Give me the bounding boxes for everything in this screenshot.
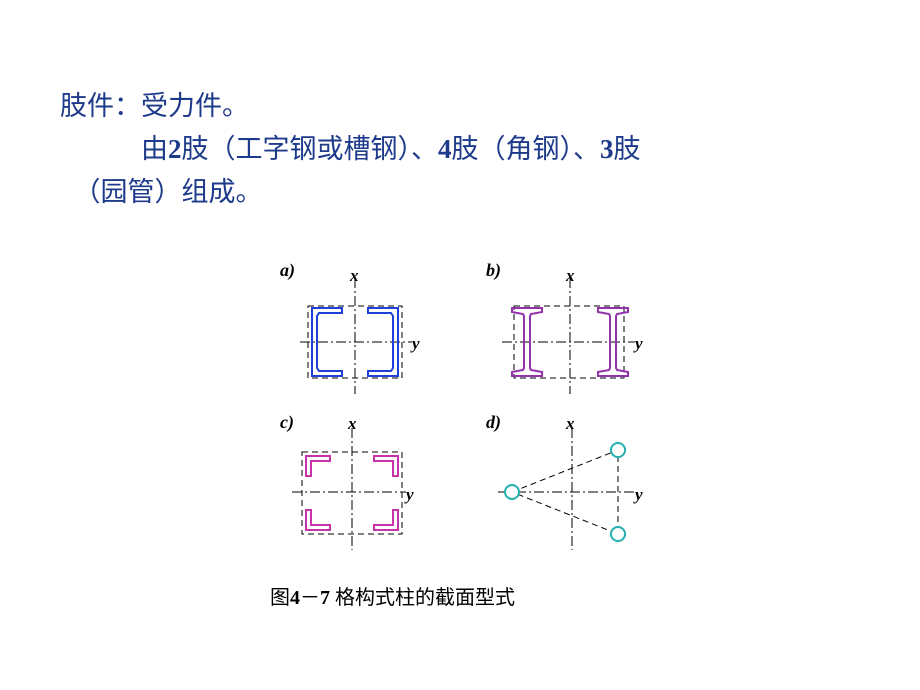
text-line-3: （园管）组成。	[60, 171, 860, 214]
axis-x-c: x	[348, 414, 357, 434]
body-text: 肢件：受力件。 由2肢（工字钢或槽钢）、4肢（角钢）、3肢 （园管）组成。	[60, 85, 860, 215]
label-a: a)	[280, 260, 295, 281]
diagram-b	[480, 260, 650, 405]
axis-y-d: y	[635, 485, 643, 505]
subfigure-c: c) x y	[270, 410, 440, 560]
figure-caption: 图4－7 格构式柱的截面型式	[270, 585, 550, 611]
figure-row-2: c) x y d) x y	[270, 410, 650, 560]
subfigure-a: a) x y	[270, 260, 440, 405]
label-c: c)	[280, 412, 294, 433]
axis-x-d: x	[566, 414, 575, 434]
axis-y-a: y	[412, 334, 420, 354]
cap-t: 格构式柱的截面型式	[330, 587, 515, 609]
cap-n2: 7	[320, 587, 330, 609]
text-line-2: 由2肢（工字钢或槽钢）、4肢（角钢）、3肢	[60, 128, 860, 171]
axis-x-b: x	[566, 266, 575, 286]
subfigure-d: d) x y	[480, 410, 650, 560]
figure-grid: a) x y b) x y	[270, 260, 650, 565]
label-d: d)	[486, 412, 501, 433]
subfigure-b: b) x y	[480, 260, 650, 405]
t2n2: 4	[438, 134, 452, 164]
figure-row-1: a) x y b) x y	[270, 260, 650, 405]
cap-a: 图	[270, 587, 290, 609]
axis-x-a: x	[350, 266, 359, 286]
t2n1: 2	[168, 134, 182, 164]
t2d: 肢	[614, 134, 641, 164]
cap-n1: 4	[290, 587, 300, 609]
t2b: 肢（工字钢或槽钢）、	[182, 134, 439, 164]
t2c: 肢（角钢）、	[452, 134, 601, 164]
cap-d: －	[300, 587, 320, 609]
t2a: 由	[141, 134, 168, 164]
axis-y-c: y	[406, 485, 414, 505]
t2n3: 3	[600, 134, 614, 164]
text-line-1: 肢件：受力件。	[60, 85, 860, 128]
axis-y-b: y	[635, 334, 643, 354]
label-b: b)	[486, 260, 501, 281]
